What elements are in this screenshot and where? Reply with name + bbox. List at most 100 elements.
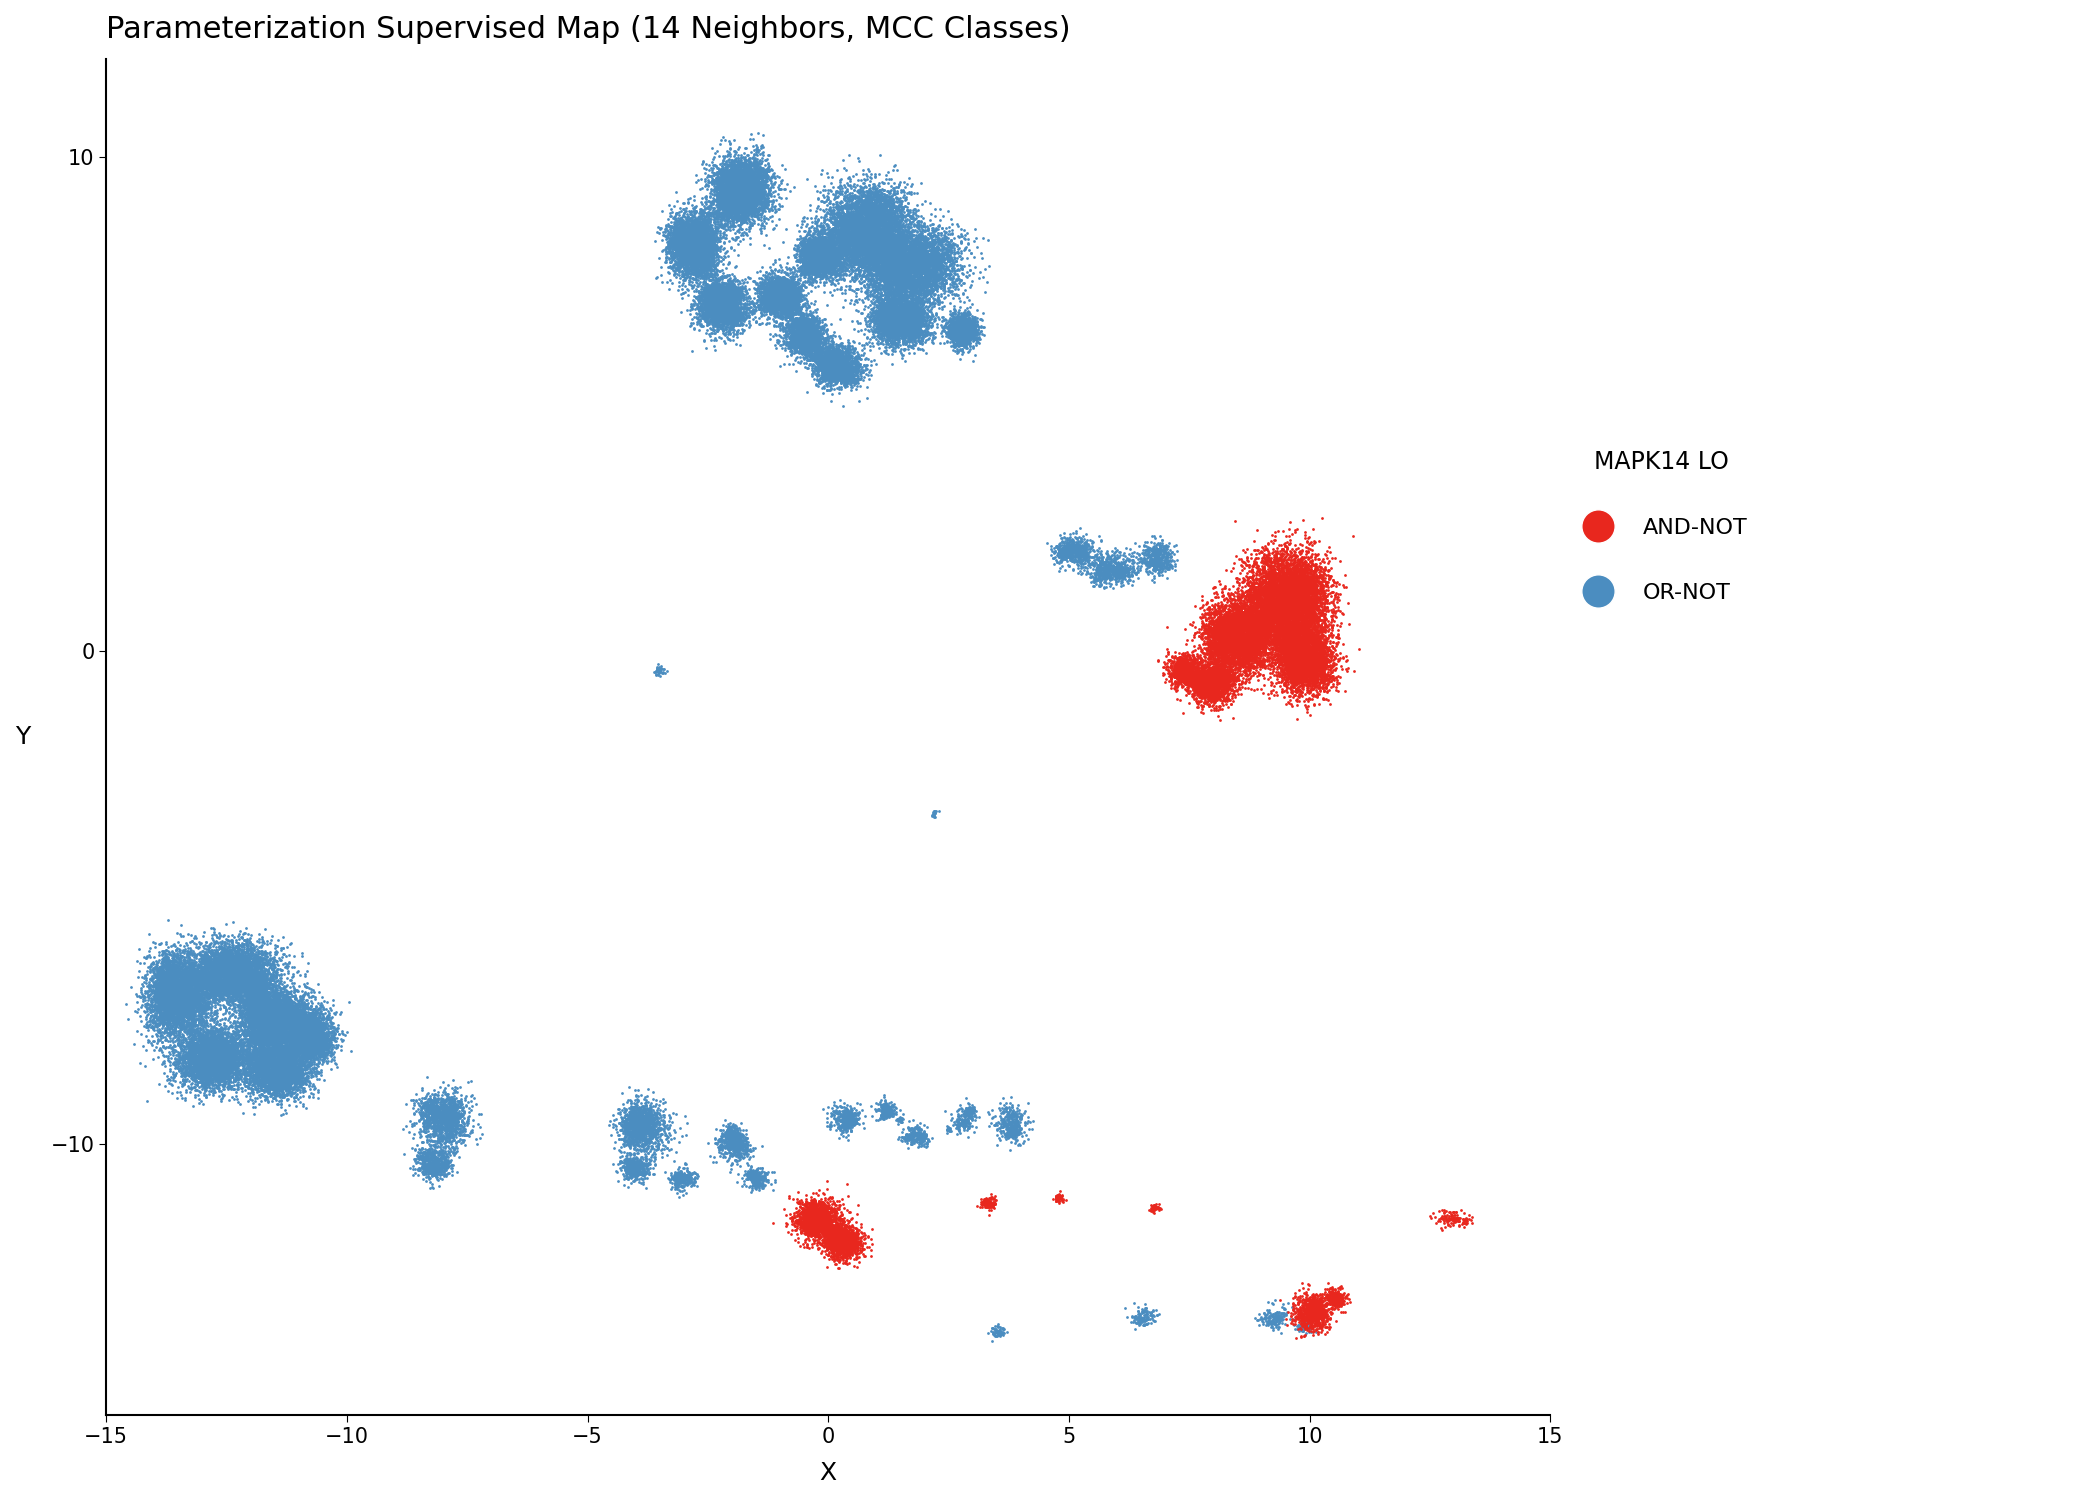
Point	[685, 211, 718, 236]
Point	[174, 978, 208, 1002]
Point	[1302, 1311, 1336, 1335]
Point	[664, 252, 697, 276]
Point	[1128, 532, 1161, 556]
Point	[724, 306, 758, 330]
Point	[878, 251, 911, 274]
Point	[806, 1203, 840, 1227]
Point	[945, 231, 979, 255]
Point	[756, 292, 790, 316]
Point	[838, 231, 872, 255]
Point	[200, 1058, 233, 1082]
Point	[1296, 1310, 1329, 1334]
Point	[710, 304, 743, 328]
Point	[880, 320, 914, 344]
Point	[1277, 556, 1310, 580]
Point	[895, 251, 928, 274]
Point	[1052, 537, 1086, 561]
Point	[823, 350, 857, 374]
Point	[218, 1056, 252, 1080]
Point	[260, 1068, 294, 1092]
Point	[418, 1086, 452, 1110]
Point	[806, 1204, 840, 1228]
Point	[869, 238, 903, 262]
Point	[262, 1056, 296, 1080]
Point	[1212, 618, 1245, 642]
Point	[769, 274, 802, 298]
Point	[162, 972, 195, 996]
Point	[832, 1236, 865, 1260]
Point	[825, 1232, 859, 1256]
Point	[1283, 645, 1317, 669]
Point	[1161, 662, 1195, 686]
Point	[1252, 586, 1285, 610]
Point	[798, 1209, 832, 1233]
Point	[223, 952, 256, 976]
Point	[290, 1035, 323, 1059]
Point	[1273, 608, 1306, 631]
Point	[779, 318, 813, 342]
Point	[265, 1002, 298, 1026]
Point	[777, 288, 811, 312]
Point	[878, 339, 911, 363]
Point	[756, 279, 790, 303]
Point	[317, 1035, 351, 1059]
Point	[269, 1041, 302, 1065]
Point	[798, 240, 832, 264]
Point	[422, 1095, 456, 1119]
Point	[1138, 540, 1172, 564]
Point	[1082, 562, 1115, 586]
Point	[790, 328, 823, 352]
Point	[1147, 546, 1180, 570]
Point	[722, 166, 756, 190]
Point	[872, 321, 905, 345]
Point	[783, 1220, 817, 1244]
Point	[897, 308, 930, 332]
Point	[1283, 556, 1317, 580]
Point	[710, 291, 743, 315]
Point	[1205, 664, 1239, 688]
Point	[811, 255, 844, 279]
Point	[682, 249, 716, 273]
Point	[242, 1053, 275, 1077]
Point	[670, 237, 704, 261]
Point	[252, 987, 286, 1011]
Point	[1239, 636, 1273, 660]
Point	[1275, 579, 1308, 603]
Point	[275, 956, 309, 980]
Point	[269, 1056, 302, 1080]
Point	[798, 345, 832, 369]
Point	[170, 1066, 204, 1090]
Point	[638, 1142, 672, 1166]
Point	[218, 952, 252, 976]
Point	[1218, 588, 1252, 612]
Point	[901, 306, 934, 330]
Point	[304, 1026, 338, 1050]
Point	[269, 990, 302, 1014]
Point	[1268, 621, 1302, 645]
Point	[916, 314, 949, 338]
Point	[1147, 650, 1180, 674]
Point	[176, 987, 210, 1011]
Point	[292, 1070, 326, 1094]
Point	[838, 214, 872, 238]
Point	[806, 1197, 840, 1221]
Point	[626, 1107, 659, 1131]
Point	[872, 322, 905, 346]
Point	[876, 216, 909, 240]
Point	[762, 294, 796, 318]
Point	[796, 304, 830, 328]
Point	[1294, 606, 1327, 630]
Point	[1289, 606, 1323, 630]
Point	[260, 1070, 294, 1094]
Point	[1287, 597, 1321, 621]
Point	[281, 1032, 315, 1056]
Point	[657, 252, 691, 276]
Point	[1285, 560, 1319, 584]
Point	[823, 351, 857, 375]
Point	[1260, 600, 1294, 624]
Point	[445, 1092, 479, 1116]
Point	[1069, 540, 1103, 564]
Point	[250, 994, 284, 1018]
Point	[830, 368, 863, 392]
Point	[1306, 606, 1340, 630]
